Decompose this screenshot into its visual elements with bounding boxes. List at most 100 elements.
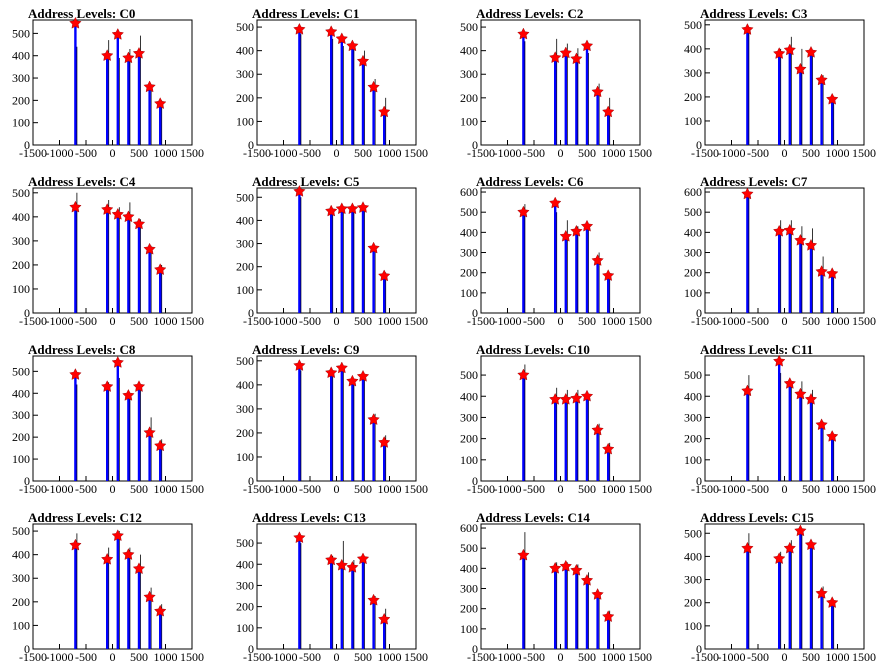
chart-title: Address Levels: C10 xyxy=(476,342,590,357)
peak-marker xyxy=(804,392,818,405)
plot-frame xyxy=(704,187,865,314)
plot-frame xyxy=(32,187,193,314)
x-tick-label: 1500 xyxy=(404,650,428,664)
peak-marker xyxy=(815,73,828,86)
bar xyxy=(554,203,557,313)
x-tick-label: 1000 xyxy=(826,146,850,160)
peak-marker xyxy=(293,359,306,371)
x-tick-label: -1500 xyxy=(691,482,719,496)
bar xyxy=(372,248,375,313)
y-tick-label: 100 xyxy=(236,450,254,464)
y-tick-label: 200 xyxy=(12,93,30,107)
x-tick-label: -1000 xyxy=(718,314,746,328)
peak-marker xyxy=(804,45,818,58)
peak-marker xyxy=(293,531,306,543)
peak-marker xyxy=(367,241,380,254)
plot-frame xyxy=(480,187,641,314)
x-tick-label: 0 xyxy=(110,650,116,664)
peak-marker xyxy=(367,593,380,606)
bar xyxy=(106,386,109,481)
peak-marker xyxy=(346,560,359,573)
chart-svg: Address Levels: C40100200300400500-1500-… xyxy=(12,174,204,328)
bar xyxy=(522,375,525,481)
peak-marker xyxy=(346,39,359,52)
peak-marker xyxy=(773,552,786,564)
bar xyxy=(383,111,386,145)
bar xyxy=(788,383,791,481)
y-tick-label: 400 xyxy=(460,225,478,239)
chart-title: Address Levels: C3 xyxy=(700,6,808,21)
bar xyxy=(820,424,823,481)
x-tick-label: 1500 xyxy=(180,650,204,664)
y-tick-label: 400 xyxy=(12,210,30,224)
y-tick-label: 0 xyxy=(248,474,254,488)
peak-marker xyxy=(826,596,839,608)
x-tick-label: 500 xyxy=(802,650,820,664)
peak-marker xyxy=(143,426,156,438)
bar xyxy=(575,398,578,481)
bar xyxy=(778,53,781,145)
bar xyxy=(137,386,141,481)
peak-marker xyxy=(602,269,615,281)
bar xyxy=(74,207,77,313)
plot-frame xyxy=(704,19,865,146)
y-tick-label: 500 xyxy=(12,26,30,40)
bar xyxy=(116,535,119,649)
x-tick-label: 500 xyxy=(130,482,148,496)
peak-marker xyxy=(356,54,370,67)
peak-marker xyxy=(794,62,807,75)
y-tick-label: 100 xyxy=(684,286,702,300)
x-tick-label: -1500 xyxy=(243,650,271,664)
chart-title: Address Levels: C9 xyxy=(252,342,360,357)
y-tick-label: 500 xyxy=(236,190,254,204)
x-tick-label: 500 xyxy=(354,482,372,496)
bar xyxy=(127,395,130,481)
plot-frame xyxy=(256,355,417,482)
x-tick-label: 1500 xyxy=(404,482,428,496)
x-tick-label: 1000 xyxy=(154,146,178,160)
x-tick-label: -500 xyxy=(523,146,545,160)
x-tick-label: 500 xyxy=(130,314,148,328)
x-tick-label: 500 xyxy=(578,314,596,328)
bar xyxy=(137,224,141,313)
bar xyxy=(831,602,834,649)
y-tick-label: 500 xyxy=(684,368,702,382)
bar xyxy=(74,23,77,146)
x-tick-label: -1500 xyxy=(691,314,719,328)
y-tick-label: 400 xyxy=(236,44,254,58)
y-tick-label: 300 xyxy=(12,571,30,585)
bar xyxy=(575,570,578,649)
peak-marker xyxy=(346,202,359,215)
x-tick-label: 1000 xyxy=(826,650,850,664)
x-tick-label: 1500 xyxy=(180,482,204,496)
peak-marker xyxy=(602,105,615,118)
x-tick-label: 1500 xyxy=(404,146,428,160)
peak-marker xyxy=(815,265,828,277)
peak-marker xyxy=(549,561,562,574)
chart-title: Address Levels: C0 xyxy=(28,6,135,21)
peak-marker xyxy=(293,22,306,35)
bar xyxy=(74,545,77,649)
x-tick-label: 500 xyxy=(802,146,820,160)
y-tick-label: 400 xyxy=(236,378,254,392)
bar xyxy=(585,45,589,145)
x-tick-label: -500 xyxy=(523,482,545,496)
peak-marker xyxy=(804,239,818,251)
bar xyxy=(799,530,802,649)
chart-title: Address Levels: C13 xyxy=(252,510,366,525)
chart-panel-c7: Address Levels: C7 0 100 200 300 400 500 600 -15… xyxy=(672,168,896,336)
x-tick-label: 1500 xyxy=(628,146,652,160)
x-tick-label: -1000 xyxy=(270,146,298,160)
peak-marker xyxy=(356,201,370,213)
x-tick-label: -500 xyxy=(299,650,321,664)
bar xyxy=(159,611,162,649)
chart-panel-c14: Address Levels: C14 0 100 200 300 400 500 600 -1… xyxy=(448,504,672,672)
x-tick-label: -1500 xyxy=(467,146,495,160)
y-tick-label: 200 xyxy=(236,260,254,274)
x-tick-label: 1000 xyxy=(154,650,178,664)
x-tick-label: -500 xyxy=(747,314,769,328)
y-tick-label: 200 xyxy=(460,266,478,280)
chart-svg: Address Levels: C30100200300400500-1500-… xyxy=(684,6,876,160)
y-tick-label: 300 xyxy=(684,573,702,587)
bar xyxy=(820,271,823,313)
